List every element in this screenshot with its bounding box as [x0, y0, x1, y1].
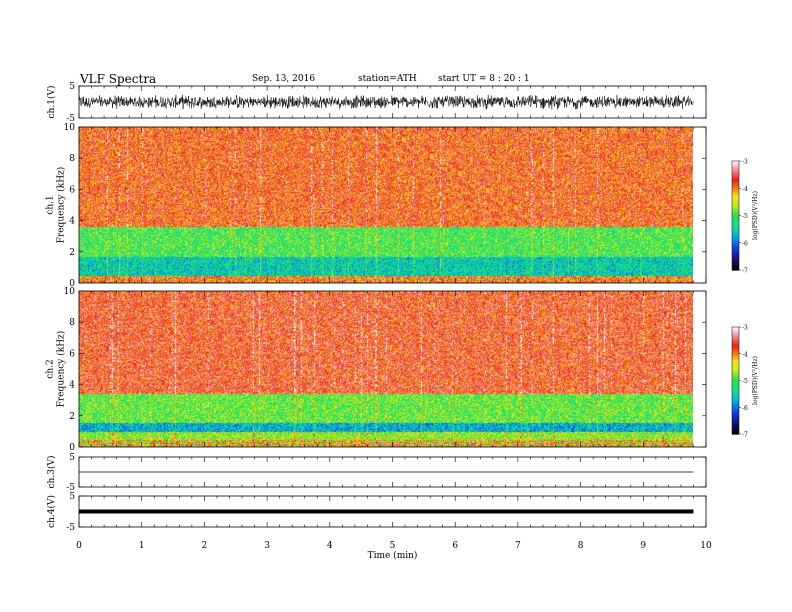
x-tick-label: 7 [515, 541, 521, 551]
ch1-waveform-ytick-label: 5 [69, 82, 75, 92]
colorbar-tick-label: -4 [742, 186, 748, 193]
ch1-spectrogram-ylabel: Frequency (kHz) [56, 167, 67, 244]
ch1-waveform-ytick-label: -5 [66, 114, 75, 124]
ch3-waveform-ytick-label: -5 [66, 483, 75, 493]
ch3-waveform-ylabel: ch.3(V) [46, 456, 57, 489]
colorbar-tick-label: -5 [742, 378, 748, 385]
x-tick-label: 1 [139, 541, 145, 551]
colorbar-tick-label: -4 [742, 351, 748, 358]
ch1-spectrogram-ytick-label: 8 [69, 154, 75, 164]
colorbar-tick-label: -5 [742, 213, 748, 220]
ch2-spectrogram-ytick-label: 4 [69, 381, 75, 391]
colorbar-tick-label: -7 [742, 432, 748, 439]
ch1-spectrogram-ytick-label: 10 [64, 123, 76, 133]
x-tick-label: 4 [327, 541, 333, 551]
x-tick-label: 0 [76, 541, 82, 551]
x-tick-label: 8 [578, 541, 584, 551]
x-tick-label: 9 [640, 541, 646, 551]
ch1-spectrogram-ytick-label: 6 [69, 185, 75, 195]
colorbar-tick-label: -3 [742, 159, 748, 166]
ch1-spectrogram-ylabel: ch.1 [46, 195, 56, 214]
ch2-spectrogram-ylabel: ch.2 [46, 359, 56, 378]
ch2-spectrogram-ytick-label: 10 [64, 287, 76, 297]
ch1-waveform-ylabel: ch.1(V) [46, 86, 57, 119]
colorbar-tick-label: -7 [742, 268, 748, 275]
colorbar-tick-label: -6 [742, 240, 748, 247]
station-label: station=ATH [358, 74, 417, 84]
start-time-label: start UT = 8 : 20 : 1 [438, 74, 530, 84]
ch4-waveform-ytick-label: -5 [66, 523, 75, 533]
x-tick-label: 10 [700, 541, 712, 551]
ch1-waveform-trace [78, 94, 694, 110]
colorbar-tick-label: -6 [742, 405, 748, 412]
x-tick-label: 6 [452, 541, 458, 551]
x-tick-label: 3 [264, 541, 270, 551]
colorbar-label: log(PSD)(V²/Hz) [752, 191, 759, 240]
ch2-spectrogram-ytick-label: 6 [69, 349, 75, 359]
colorbar-1: -3 -4 -5 -6 -7 log(PSD)(V²/Hz) [731, 159, 759, 275]
ch4-waveform-ytick-label: 5 [69, 492, 75, 502]
chart-title: VLF Spectra [80, 72, 157, 86]
ch1-spectrogram-ytick-label: 0 [69, 279, 75, 289]
x-tick-label: 2 [202, 541, 208, 551]
x-tick-label: 5 [390, 541, 396, 551]
ch3-waveform-ytick-label: 5 [69, 453, 75, 463]
ch1-spectrogram-ytick-label: 2 [69, 248, 75, 258]
date-label: Sep. 13, 2016 [252, 74, 316, 84]
spectrogram-image [79, 291, 693, 447]
colorbar-2: -3 -4 -5 -6 -7 log(PSD)(V²/Hz) [731, 325, 759, 439]
ch2-spectrogram-ytick-label: 8 [69, 318, 75, 328]
ch1-spectrogram-ytick-label: 4 [69, 217, 75, 227]
ch2-spectrogram-ylabel: Frequency (kHz) [56, 331, 67, 408]
spectrogram-image [79, 127, 693, 283]
ch2-spectrogram-ytick-label: 0 [69, 443, 75, 453]
ch4-waveform-ylabel: ch.4(V) [46, 495, 57, 528]
colorbar-label: log(PSD)(V²/Hz) [752, 356, 759, 405]
colorbar-tick-label: -3 [742, 325, 748, 332]
ch2-spectrogram-ytick-label: 2 [69, 412, 75, 422]
x-axis-label: Time (min) [368, 550, 418, 561]
